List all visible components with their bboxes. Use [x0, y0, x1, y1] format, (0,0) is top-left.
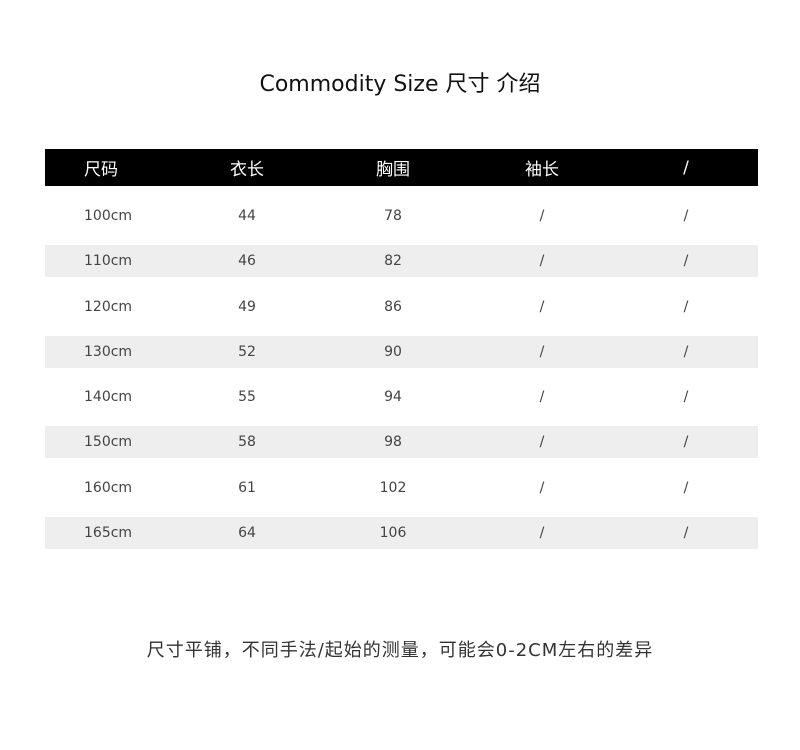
cell-size: 140cm — [84, 389, 133, 406]
measurement-note: 尺寸平铺，不同手法/起始的测量，可能会0-2CM左右的差异 — [146, 640, 654, 661]
page-title: Commodity Size 尺寸 介绍 — [259, 72, 541, 97]
table-header: 尺码 衣长 胸围 袖长 / — [45, 149, 758, 186]
cell-extra: / — [683, 343, 689, 360]
table-row: 130cm 52 90 / / — [45, 330, 758, 375]
cell-sleeve: / — [539, 298, 545, 315]
cell-chest: 82 — [384, 253, 402, 270]
table-row: 120cm 49 86 / / — [45, 285, 758, 330]
cell-extra: / — [683, 298, 689, 315]
cell-sleeve: / — [539, 389, 545, 406]
cell-extra: / — [683, 525, 689, 542]
cell-sleeve: / — [539, 479, 545, 496]
cell-length: 55 — [238, 389, 256, 406]
header-chest: 胸围 — [376, 160, 410, 180]
cell-sleeve: / — [539, 525, 545, 542]
cell-chest: 102 — [379, 479, 407, 496]
cell-extra: / — [683, 434, 689, 451]
table-body: 100cm 44 78 / / 110cm 46 82 / / 120cm 49 86 / / 130cm 52… — [45, 194, 758, 556]
row-stripe — [45, 426, 758, 459]
cell-sleeve: / — [539, 343, 545, 360]
cell-sleeve: / — [539, 434, 545, 451]
header-size: 尺码 — [84, 160, 118, 180]
cell-size: 160cm — [84, 479, 133, 496]
cell-sleeve: / — [539, 253, 545, 270]
cell-size: 100cm — [84, 208, 133, 224]
cell-size: 165cm — [84, 525, 133, 542]
cell-length: 64 — [238, 525, 256, 542]
cell-length: 58 — [238, 434, 256, 451]
cell-chest: 94 — [384, 389, 402, 406]
cell-chest: 86 — [384, 298, 402, 315]
cell-size: 150cm — [84, 434, 133, 451]
cell-chest: 90 — [384, 343, 402, 360]
header-extra: / — [683, 157, 689, 178]
cell-size: 130cm — [84, 343, 133, 360]
cell-length: 46 — [238, 253, 256, 270]
cell-chest: 78 — [384, 208, 402, 224]
row-stripe — [45, 335, 758, 368]
cell-extra: / — [683, 389, 689, 406]
cell-length: 49 — [238, 298, 256, 315]
table-row: 100cm 44 78 / / — [45, 194, 758, 239]
cell-length: 61 — [238, 479, 256, 496]
header-length: 衣长 — [230, 160, 264, 180]
cell-chest: 106 — [379, 525, 407, 542]
cell-sleeve: / — [539, 208, 545, 224]
table-row: 140cm 55 94 / / — [45, 375, 758, 420]
cell-extra: / — [683, 253, 689, 270]
table-row: 110cm 46 82 / / — [45, 239, 758, 284]
cell-extra: / — [683, 479, 689, 496]
cell-length: 52 — [238, 343, 256, 360]
cell-chest: 98 — [384, 434, 402, 451]
table-row: 150cm 58 98 / / — [45, 420, 758, 465]
cell-size: 110cm — [84, 253, 133, 270]
header-sleeve: 袖长 — [525, 160, 559, 180]
row-stripe — [45, 245, 758, 278]
cell-size: 120cm — [84, 298, 133, 315]
table-row: 160cm 61 102 / / — [45, 466, 758, 511]
cell-extra: / — [683, 208, 689, 224]
row-stripe — [45, 517, 758, 550]
cell-length: 44 — [238, 208, 256, 224]
table-row: 165cm 64 106 / / — [45, 511, 758, 556]
